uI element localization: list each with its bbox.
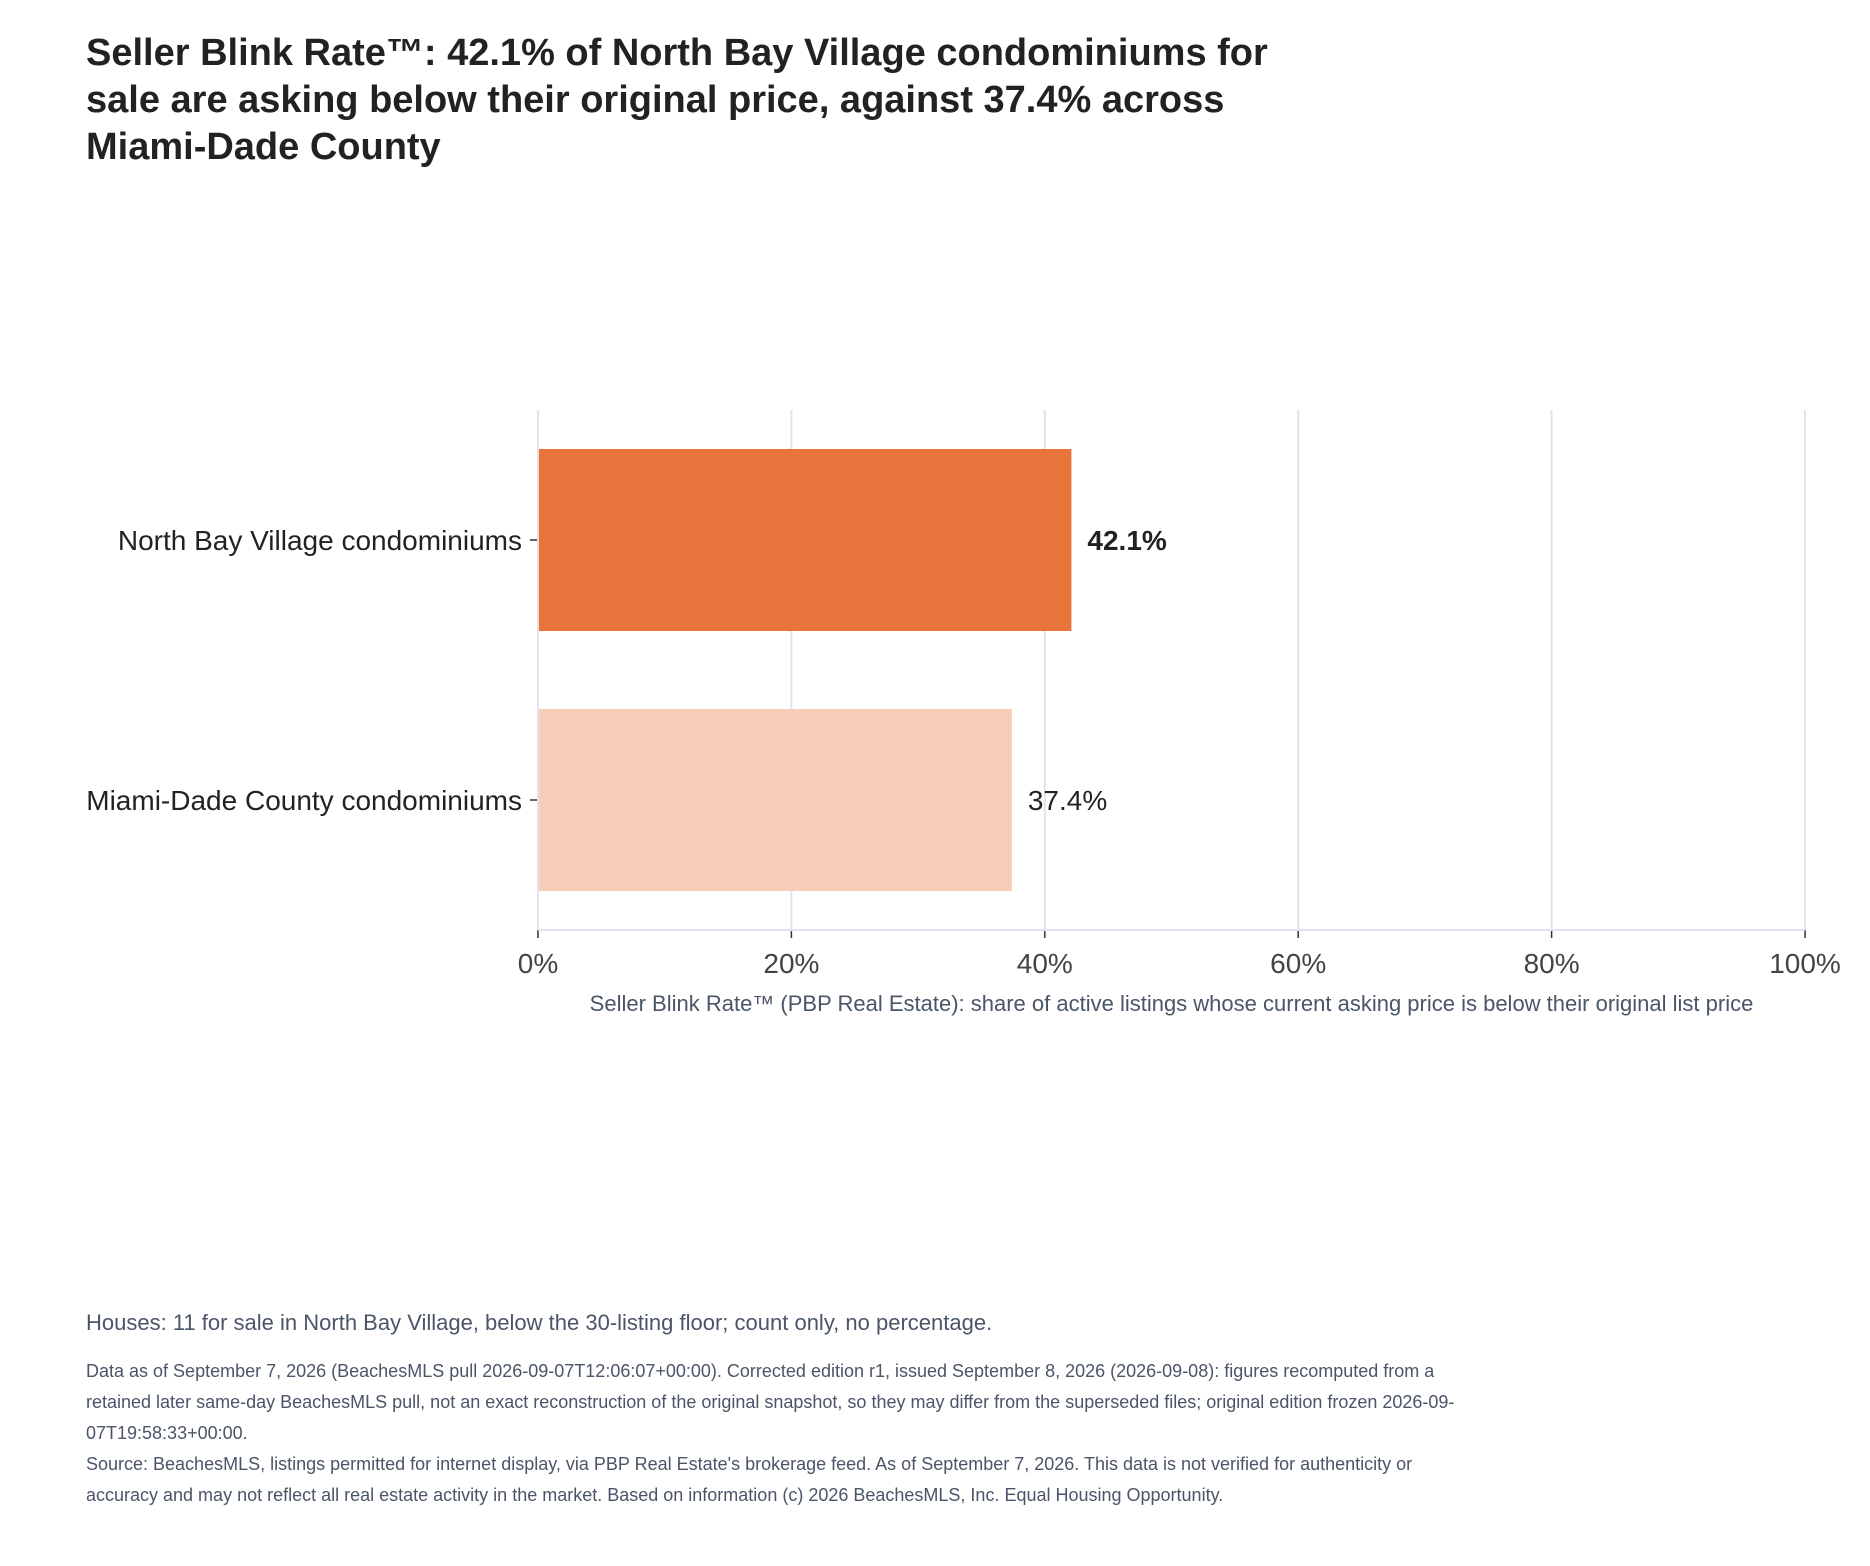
- bar-chart: 0% 20% 40% 60% 80% 100% North Bay Village cond…: [86, 410, 1841, 1016]
- x-tick-label: 40%: [1017, 948, 1073, 979]
- houses-note: Houses: 11 for sale in North Bay Village…: [86, 1310, 993, 1335]
- x-tick-label: 80%: [1524, 948, 1580, 979]
- data-edition-note: Data as of September 7, 2026 (BeachesMLS…: [86, 1361, 1455, 1443]
- x-tick-label: 100%: [1769, 948, 1841, 979]
- x-tick-label: 0%: [518, 948, 558, 979]
- category-label: North Bay Village condominiums: [118, 525, 522, 556]
- bar: [538, 709, 1012, 891]
- x-axis-title: Seller Blink Rate™ (PBP Real Estate): sh…: [590, 991, 1754, 1016]
- labels: 0% 20% 40% 60% 80% 100% North Bay Village cond…: [86, 525, 1841, 1016]
- x-tick-label: 20%: [763, 948, 819, 979]
- bar: [538, 449, 1072, 631]
- category-label: Miami-Dade County condominiums: [86, 785, 522, 816]
- value-label: 42.1%: [1087, 525, 1166, 556]
- value-label: 37.4%: [1028, 785, 1107, 816]
- source-note: Source: BeachesMLS, listings permitted f…: [86, 1454, 1413, 1505]
- chart-title: Seller Blink Rate™: 42.1% of North Bay V…: [86, 32, 1268, 168]
- x-tick-label: 60%: [1270, 948, 1326, 979]
- axes: [530, 410, 1806, 938]
- bars: [538, 449, 1072, 891]
